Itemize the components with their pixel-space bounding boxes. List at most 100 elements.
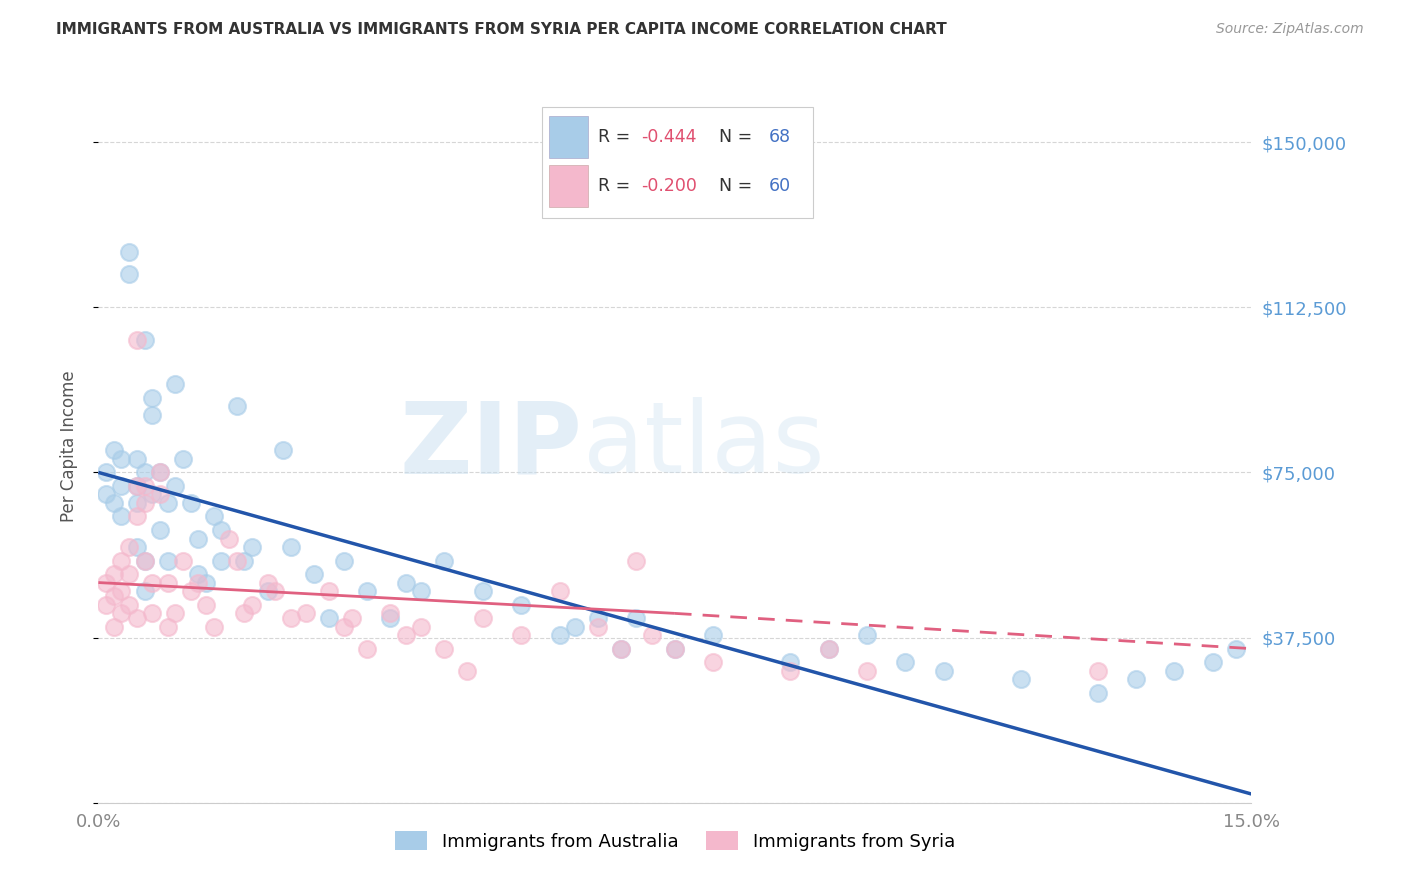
Point: [302, 566, 325, 581]
Point: [94, 466, 117, 480]
Point: [702, 655, 724, 669]
Point: [94, 575, 117, 590]
Text: 60: 60: [768, 177, 790, 194]
Point: [233, 553, 256, 567]
Text: atlas: atlas: [582, 398, 824, 494]
Point: [118, 245, 141, 260]
Text: Source: ZipAtlas.com: Source: ZipAtlas.com: [1216, 22, 1364, 37]
FancyBboxPatch shape: [550, 165, 589, 207]
Point: [779, 655, 801, 669]
Point: [94, 598, 117, 612]
Point: [1225, 641, 1247, 656]
Point: [318, 584, 340, 599]
Point: [333, 619, 356, 633]
Point: [295, 607, 318, 621]
Point: [134, 496, 156, 510]
Text: R =: R =: [598, 128, 636, 146]
Point: [411, 584, 433, 599]
Point: [1087, 664, 1109, 678]
Text: N =: N =: [718, 128, 758, 146]
Text: IMMIGRANTS FROM AUSTRALIA VS IMMIGRANTS FROM SYRIA PER CAPITA INCOME CORRELATION: IMMIGRANTS FROM AUSTRALIA VS IMMIGRANTS …: [56, 22, 948, 37]
Point: [411, 619, 433, 633]
Point: [165, 607, 187, 621]
Point: [586, 619, 609, 633]
Point: [240, 598, 263, 612]
Point: [141, 391, 163, 405]
Point: [165, 377, 187, 392]
Point: [103, 443, 125, 458]
Point: [187, 532, 209, 546]
Point: [340, 611, 363, 625]
Point: [125, 333, 148, 347]
Point: [156, 575, 179, 590]
Point: [125, 611, 148, 625]
Point: [149, 487, 172, 501]
Point: [256, 575, 278, 590]
Point: [233, 607, 256, 621]
Point: [318, 611, 340, 625]
Point: [1125, 673, 1147, 687]
Point: [271, 443, 294, 458]
Point: [118, 267, 141, 281]
Point: [141, 607, 163, 621]
Point: [110, 478, 132, 492]
Point: [610, 641, 633, 656]
Point: [664, 641, 686, 656]
Point: [103, 589, 125, 603]
Point: [141, 487, 163, 501]
Point: [548, 628, 571, 642]
Point: [110, 584, 132, 599]
Point: [118, 541, 141, 555]
Point: [626, 553, 648, 567]
Point: [240, 541, 263, 555]
Point: [125, 452, 148, 467]
Point: [103, 566, 125, 581]
Point: [456, 664, 478, 678]
Point: [548, 584, 571, 599]
Point: [380, 607, 402, 621]
Point: [626, 611, 648, 625]
Point: [180, 584, 202, 599]
Point: [433, 641, 456, 656]
Point: [165, 478, 187, 492]
Point: [510, 598, 533, 612]
Point: [1087, 686, 1109, 700]
Point: [356, 584, 378, 599]
Point: [433, 553, 456, 567]
Point: [134, 466, 156, 480]
Point: [202, 619, 225, 633]
Point: [134, 553, 156, 567]
Y-axis label: Per Capita Income: Per Capita Income: [59, 370, 77, 522]
Point: [356, 641, 378, 656]
Point: [817, 641, 839, 656]
Point: [641, 628, 664, 642]
Point: [225, 553, 247, 567]
Point: [702, 628, 724, 642]
Point: [125, 478, 148, 492]
Point: [471, 611, 494, 625]
Point: [610, 641, 633, 656]
Point: [779, 664, 801, 678]
Point: [149, 523, 172, 537]
Point: [280, 611, 302, 625]
Point: [510, 628, 533, 642]
Point: [156, 496, 179, 510]
Point: [125, 496, 148, 510]
Point: [118, 598, 141, 612]
Point: [103, 496, 125, 510]
Point: [125, 478, 148, 492]
Text: N =: N =: [718, 177, 758, 194]
Text: -0.200: -0.200: [641, 177, 697, 194]
Point: [110, 607, 132, 621]
Point: [280, 541, 302, 555]
Point: [110, 553, 132, 567]
Point: [225, 400, 247, 414]
Point: [195, 598, 218, 612]
Point: [118, 566, 141, 581]
Point: [894, 655, 917, 669]
Point: [932, 664, 955, 678]
Point: [209, 523, 232, 537]
Point: [218, 532, 240, 546]
Point: [664, 641, 686, 656]
Text: 68: 68: [768, 128, 790, 146]
